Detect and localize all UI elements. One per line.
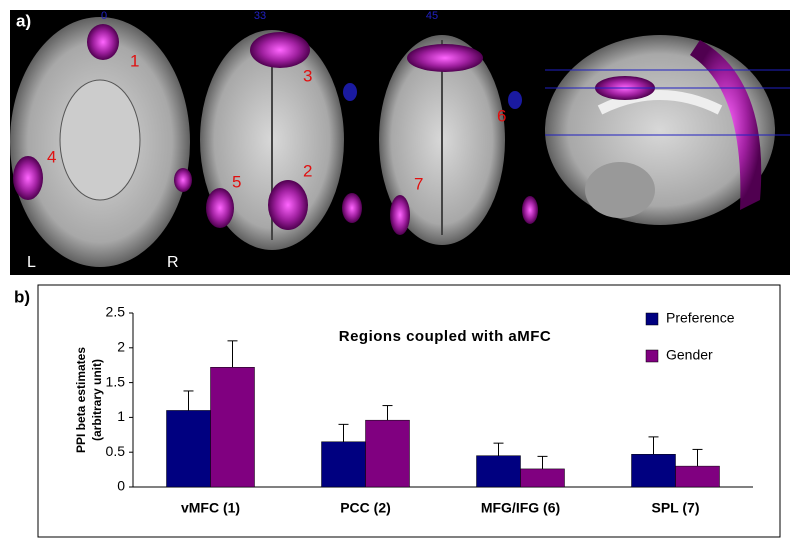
side-label: L [27, 254, 36, 271]
activation [13, 156, 43, 200]
activation [268, 180, 308, 230]
y-axis-title: PPI beta estimates (arbitrary unit) [74, 347, 104, 453]
region-label: 3 [303, 66, 312, 85]
activation [250, 32, 310, 68]
region-label: 1 [130, 51, 139, 70]
region-label: 7 [414, 174, 423, 193]
bar [675, 465, 720, 488]
activation [522, 196, 538, 224]
side-label: R [167, 254, 179, 271]
chart: 0 0.5 1 1.5 2 2.5 PPI beta estimates (arbitrary… [74, 304, 753, 516]
activation [343, 83, 357, 101]
y-tick-label: 1.5 [106, 373, 126, 389]
slice-label: 33 [254, 10, 266, 22]
region-label: 4 [47, 147, 56, 166]
y-axis-title-line: PPI beta estimates [74, 347, 88, 453]
brain-slices [10, 17, 790, 267]
activation [87, 24, 119, 60]
y-tick-label: 2 [117, 339, 125, 355]
chart-title: Regions coupled with aMFC [339, 328, 552, 345]
region-label: 2 [303, 161, 312, 180]
bar [520, 468, 565, 488]
ventricles [59, 79, 141, 201]
region-label: 5 [232, 172, 241, 191]
panel-label: a) [16, 11, 31, 30]
error-bar [537, 455, 548, 469]
y-axis-title-line: (arbitrary unit) [90, 359, 104, 441]
error-bar [183, 390, 194, 411]
error-bar [338, 423, 349, 442]
legend-swatch [645, 349, 659, 363]
x-tick-label: vMFC (1) [181, 500, 240, 516]
activation [174, 168, 192, 192]
error-bar [227, 340, 238, 368]
legend-label: Gender [666, 347, 713, 363]
error-bar [692, 448, 703, 467]
bar [365, 419, 410, 488]
legend-swatch [645, 312, 659, 326]
x-tick-label: SPL (7) [652, 500, 700, 516]
activation [508, 91, 522, 109]
activation [690, 40, 762, 210]
activation [342, 193, 362, 223]
chart-frame [37, 284, 781, 538]
y-tick-label: 0 [117, 478, 125, 494]
corpus-callosum [597, 90, 723, 115]
bar [321, 441, 366, 488]
y-tick-label: 2.5 [106, 304, 126, 320]
error-bar [382, 405, 393, 421]
bar [166, 410, 211, 488]
x-tick-label: MFG/IFG (6) [481, 500, 560, 516]
activation [390, 195, 410, 235]
cerebellum [585, 162, 655, 218]
bar [476, 455, 521, 488]
bar [210, 367, 255, 488]
legend-label: Preference [666, 310, 735, 326]
slice-label: 0 [101, 10, 107, 22]
panel-label: b) [14, 287, 30, 306]
error-bar [493, 442, 504, 456]
bar [631, 454, 676, 488]
activation [206, 188, 234, 228]
y-tick-label: 0.5 [106, 443, 126, 459]
error-bar [648, 436, 659, 455]
region-label: 6 [497, 106, 506, 125]
y-tick-label: 1 [117, 408, 125, 424]
x-tick-label: PCC (2) [340, 500, 391, 516]
slice-label: 45 [426, 10, 438, 22]
activation [407, 44, 483, 72]
